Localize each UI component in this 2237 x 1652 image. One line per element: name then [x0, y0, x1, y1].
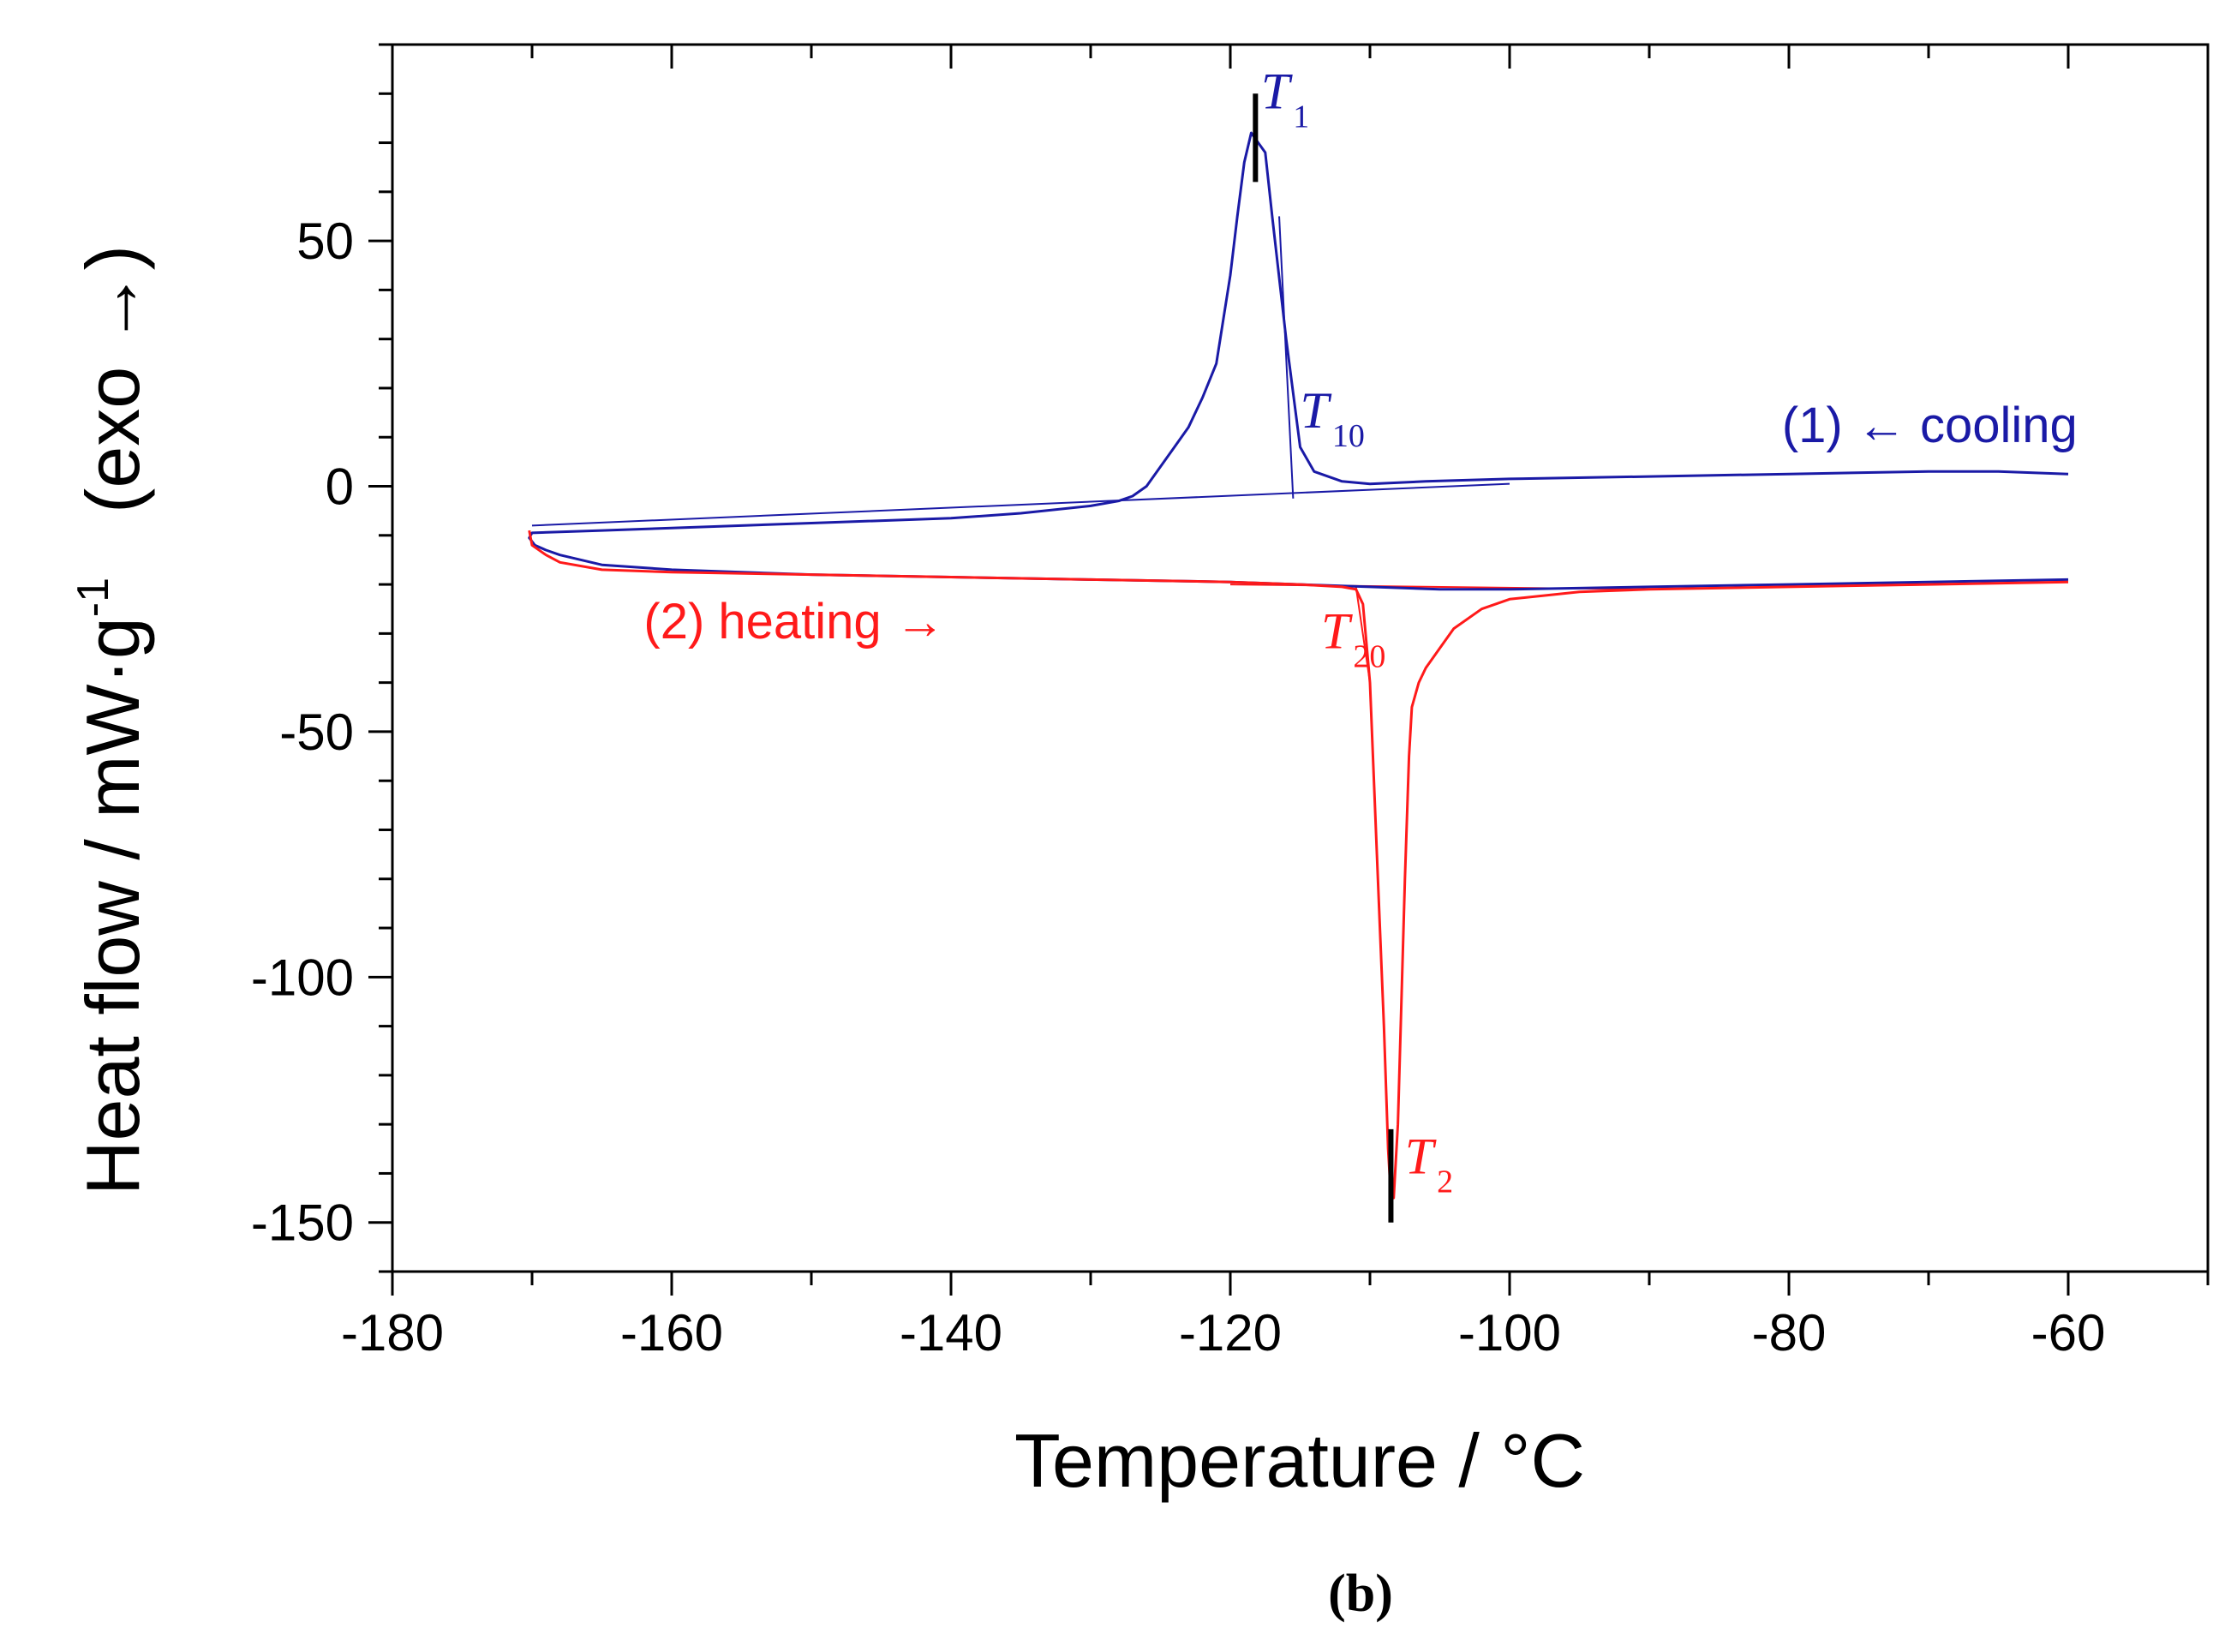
y-tick-label: 0	[326, 458, 354, 516]
x-tick-label: -80	[1752, 1304, 1827, 1362]
peak-markers	[1253, 93, 1394, 1223]
y-axis-title: Heat flow / mW·g-1 (exo →)	[69, 245, 155, 1195]
data-series: (1) ← cooling (2) heating →	[528, 131, 2078, 1200]
x-tick-label: -160	[620, 1304, 723, 1362]
y-tick-label: -100	[251, 949, 354, 1006]
cooling-curve	[528, 131, 2069, 591]
x-tick-label: -60	[2031, 1304, 2106, 1362]
x-tick-label: -180	[341, 1304, 444, 1362]
y-axis-title-sup: -1	[69, 578, 118, 617]
x-tick-label: -100	[1458, 1304, 1561, 1362]
cooling-baseline	[531, 482, 1510, 527]
x-tick-label: -120	[1179, 1304, 1282, 1362]
y-tick-label: -150	[251, 1194, 354, 1252]
axis-ticks	[368, 43, 2210, 1296]
annotation-T20: T 20	[1321, 603, 1385, 675]
y-axis-title-note: (exo →)	[70, 245, 155, 513]
x-axis-title: Temperature / °C	[1014, 1418, 1585, 1503]
cooling-label: (1) ← cooling	[1782, 398, 2078, 453]
axis-tick-labels: -180 -160 -140 -120 -100 -80 -60 -150 -100 -50 0 50	[251, 212, 2105, 1362]
x-tick-label: -140	[900, 1304, 1002, 1362]
cooling-onset-line	[1278, 216, 1295, 499]
plot-frame	[391, 43, 2210, 1273]
heating-label: (2) heating →	[643, 594, 944, 649]
y-tick-label: -50	[279, 703, 354, 761]
annotations: T 1 T 10 T 20 T 2	[1261, 63, 1453, 1200]
panel-label: (b)	[1328, 1565, 1393, 1623]
y-tick-label: 50	[296, 212, 354, 270]
y-axis-title-main: Heat flow / mW·g	[70, 617, 155, 1195]
annotation-T10: T 10	[1301, 382, 1365, 454]
